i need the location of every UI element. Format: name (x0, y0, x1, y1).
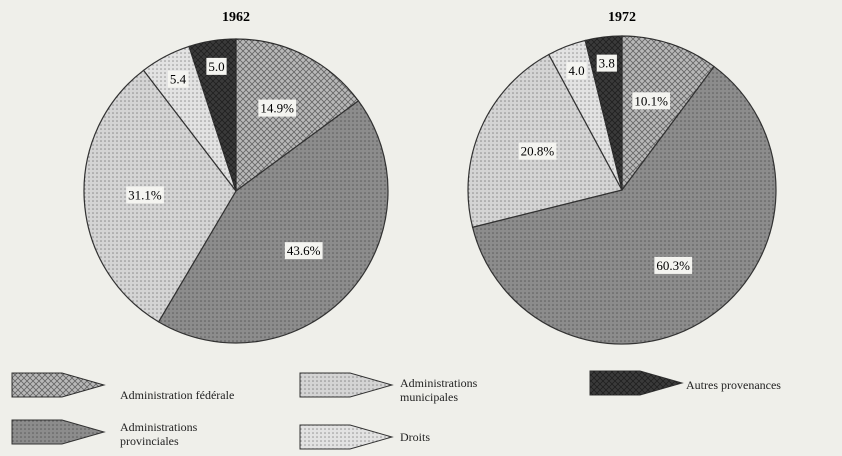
label-bg (126, 186, 164, 204)
data-label: 31.1% (128, 187, 162, 202)
data-label: 43.6% (287, 243, 321, 258)
slice-texture (585, 36, 622, 190)
legend-texture (12, 373, 104, 397)
legend-label: Droits (400, 430, 430, 444)
data-label: 60.3% (656, 258, 690, 273)
slice-texture (467, 54, 622, 228)
label-bg (596, 54, 617, 72)
slice-texture (236, 39, 359, 191)
data-label: 5.4 (170, 72, 187, 87)
label-bg (206, 57, 227, 75)
legend-texture (590, 371, 682, 395)
label-bg (632, 92, 671, 110)
data-label: 5.0 (208, 59, 224, 74)
legend-label: Administrations provinciales (120, 420, 198, 448)
legend-label: Autres provenances (686, 378, 781, 392)
legend-texture (12, 420, 104, 444)
legend-texture (300, 425, 392, 449)
label-bg (654, 256, 693, 274)
legend-label: Administration fédérale (120, 388, 235, 402)
label-bg (167, 70, 189, 88)
slice-texture (622, 36, 715, 190)
label-bg (518, 142, 557, 160)
label-bg (566, 62, 587, 80)
label-bg (284, 242, 323, 260)
slice-texture (189, 39, 236, 191)
data-label: 14.9% (260, 101, 294, 116)
legend-label: Administrations municipales (400, 376, 478, 404)
legend-texture (300, 373, 392, 397)
pie-title: 1972 (608, 10, 636, 25)
data-label: 20.8% (521, 144, 555, 159)
slice-texture (472, 66, 777, 344)
pie-title: 1962 (222, 10, 250, 25)
data-label: 4.0 (568, 63, 584, 78)
data-label: 10.1% (634, 93, 668, 108)
slice-texture (158, 100, 388, 343)
label-bg (258, 99, 297, 117)
slice-texture (143, 46, 236, 192)
data-label: 3.8 (599, 56, 615, 71)
